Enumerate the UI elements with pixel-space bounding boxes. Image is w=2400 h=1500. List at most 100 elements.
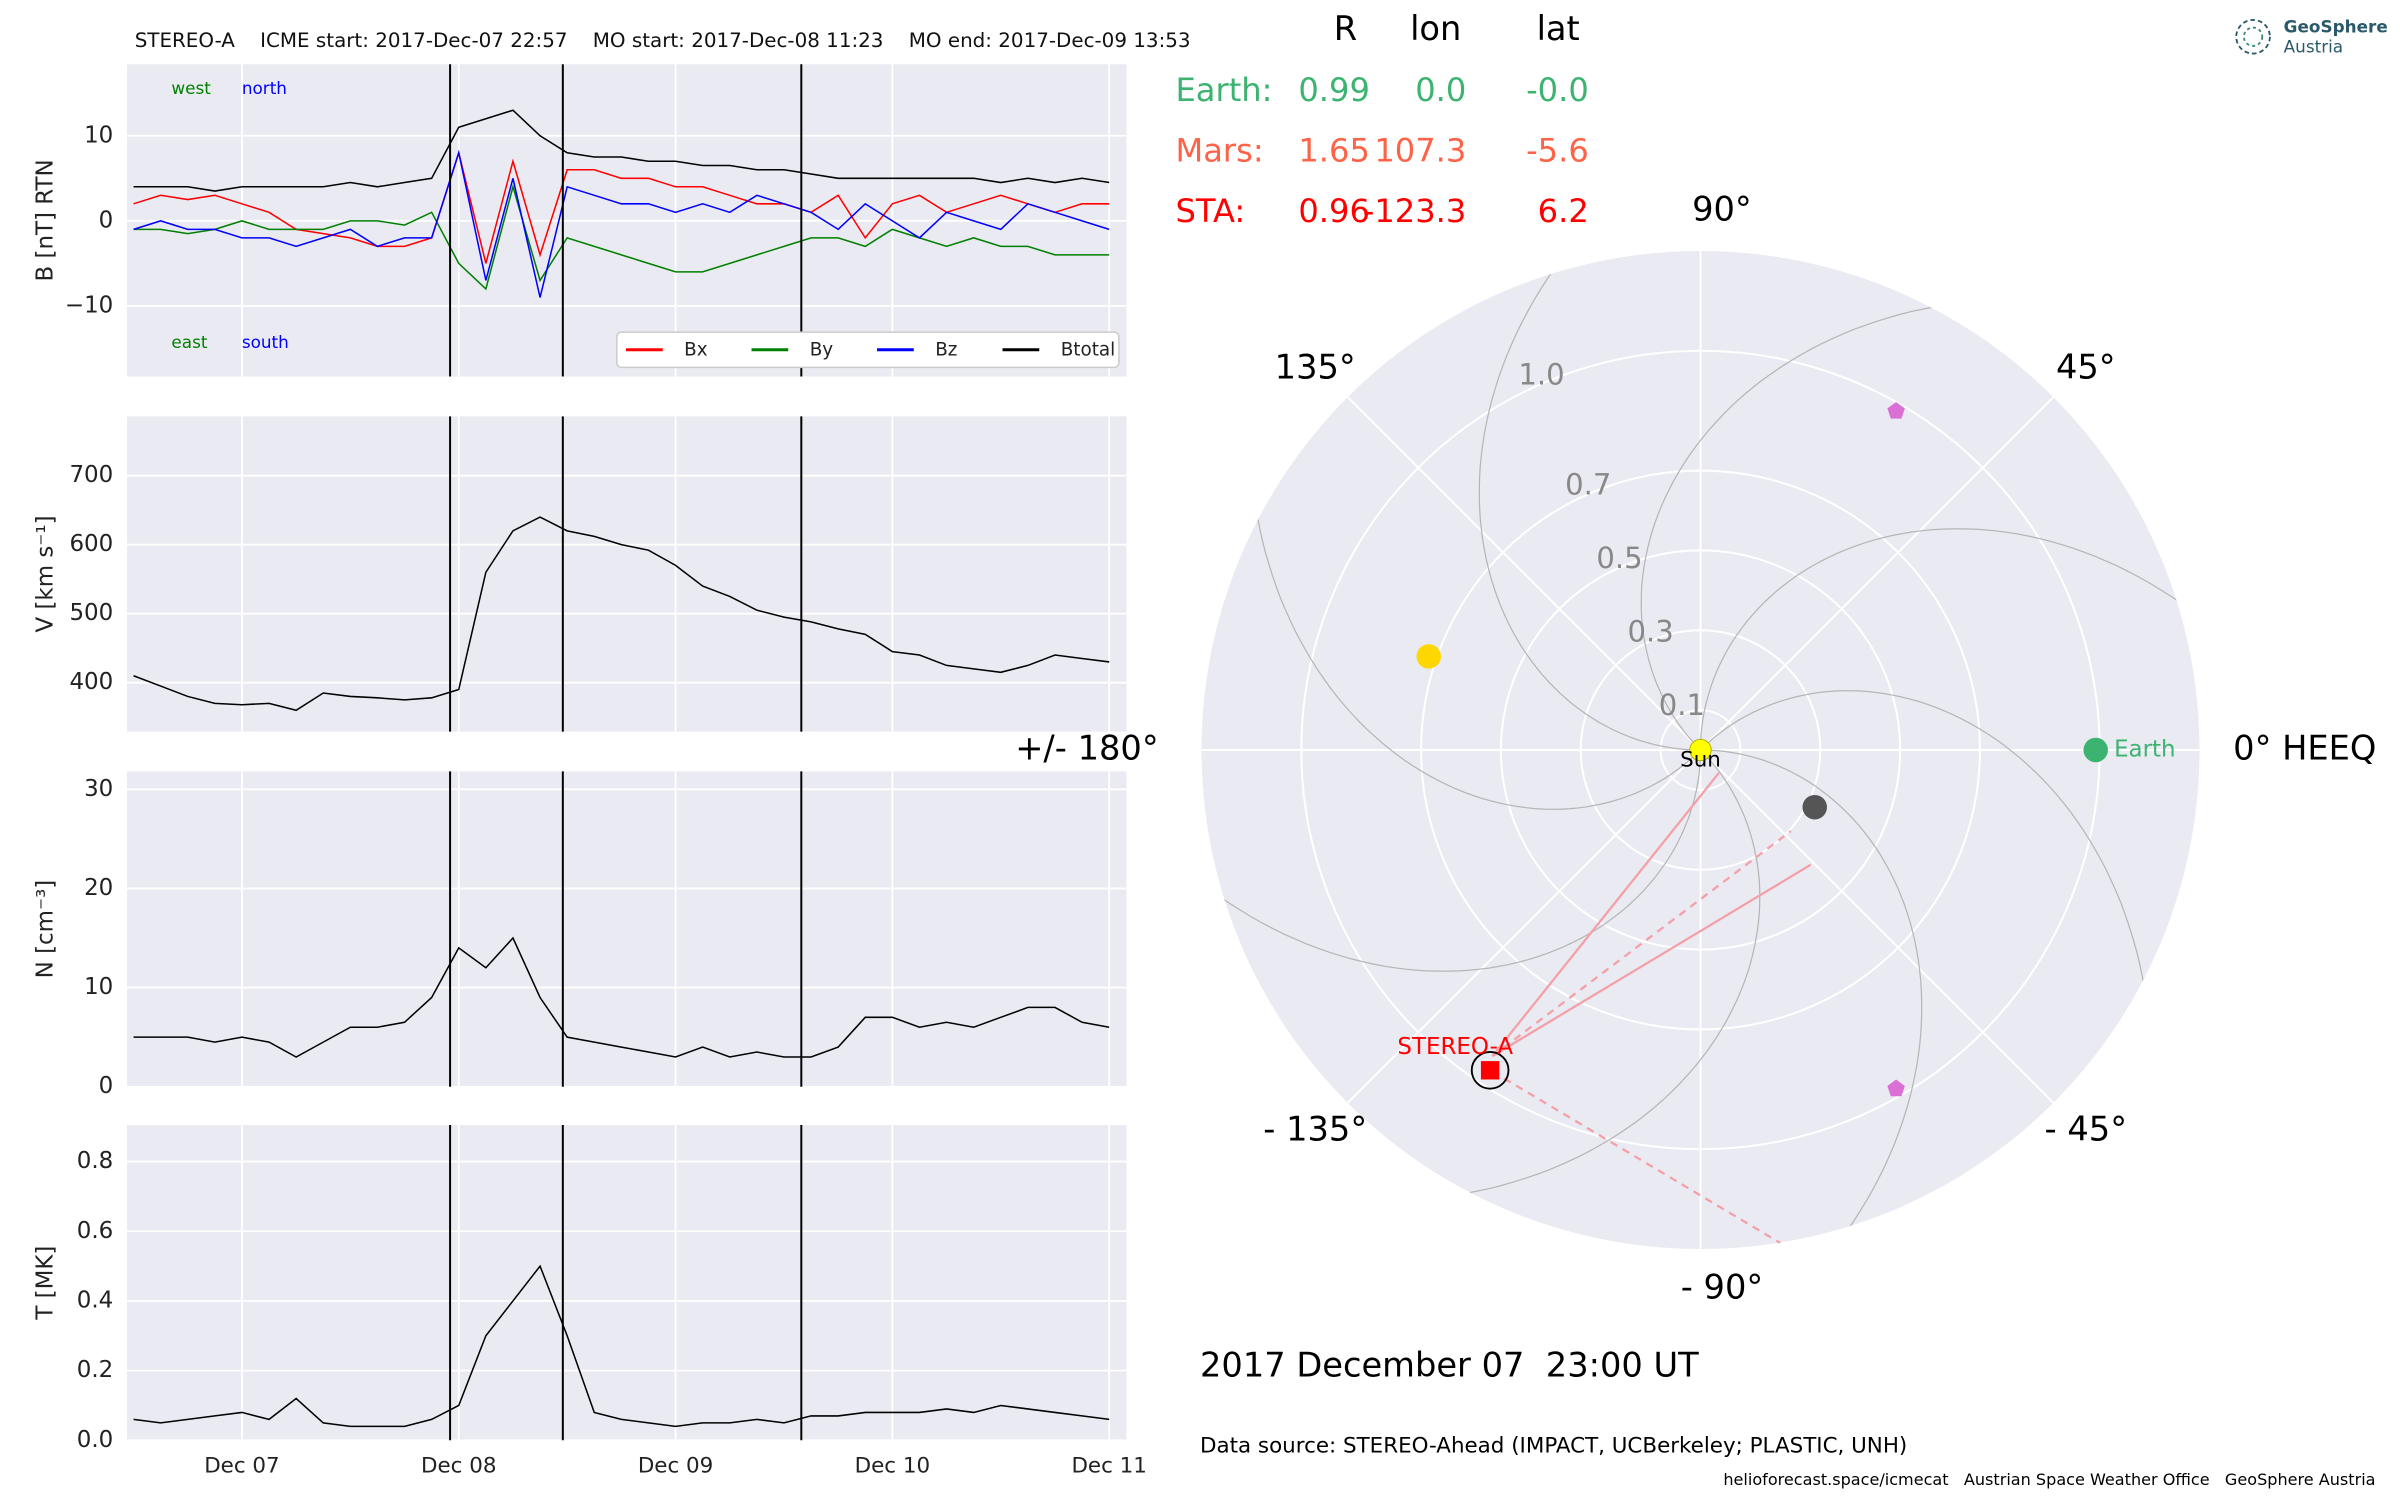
spirals bbox=[1201, 251, 2200, 1249]
annotation: west bbox=[171, 78, 211, 98]
y-tick-label: 30 bbox=[84, 776, 113, 802]
table-cell: 0.0 bbox=[1415, 71, 1466, 109]
radial-tick-label: 0.3 bbox=[1628, 615, 1674, 649]
parker-spiral bbox=[1700, 690, 2153, 1081]
x-tick-label: Dec 11 bbox=[1071, 1453, 1146, 1478]
series-line bbox=[133, 109, 1110, 192]
y-tick-label: 0 bbox=[99, 1073, 114, 1099]
logo: GeoSphere Austria bbox=[2235, 17, 2388, 56]
table-header: lon bbox=[1410, 9, 1461, 48]
marker bbox=[1689, 738, 1712, 762]
parker-spiral bbox=[1699, 528, 2200, 751]
series-line bbox=[133, 936, 1110, 1058]
y-axis-label: T [MK] bbox=[32, 1246, 58, 1321]
table-row-name: Mars: bbox=[1176, 131, 1264, 169]
angle-tick-label: - 135° bbox=[1263, 1109, 1367, 1148]
annotation: east bbox=[171, 332, 207, 352]
x-tick-label: Dec 08 bbox=[421, 1453, 496, 1478]
marker bbox=[2083, 737, 2108, 763]
angular-grid bbox=[1346, 749, 1702, 1104]
y-tick-label: 20 bbox=[84, 875, 113, 901]
table-row-name: Earth: bbox=[1176, 71, 1273, 109]
marker bbox=[1480, 1061, 1500, 1080]
legend-label: Bx bbox=[684, 340, 708, 361]
y-tick-label: −10 bbox=[65, 292, 113, 318]
y-axis-label: N [cm⁻³] bbox=[32, 880, 58, 979]
series-line bbox=[133, 1264, 1110, 1428]
y-tick-label: 0.0 bbox=[77, 1427, 113, 1453]
angle-tick-label: +/- 180° bbox=[1015, 729, 1158, 768]
plot-background bbox=[127, 771, 1127, 1087]
panel: 400 500 600 700 V [km s⁻¹] bbox=[32, 416, 1127, 732]
table-cell: 107.3 bbox=[1374, 131, 1466, 169]
angle-tick-label: 45° bbox=[2056, 348, 2116, 387]
marker-label: Sun bbox=[1680, 748, 1721, 773]
table-header: lat bbox=[1537, 9, 1580, 48]
angle-tick-label: 135° bbox=[1275, 348, 1356, 387]
marker bbox=[1416, 644, 1442, 669]
panel: −10 0 10 B [nT] RTN STEREO-A ICME start: 201… bbox=[32, 29, 1191, 377]
data-source: Data source: STEREO-Ahead (IMPACT, UCBer… bbox=[1200, 1433, 1907, 1458]
polar-plot: 0.1 0.3 0.5 0.7 1.0 0° HEEQ 45° 90° 135° +/- 180°… bbox=[1015, 190, 2376, 1385]
annotation: south bbox=[242, 332, 289, 352]
polar-title: 2017 December 07 23:00 UT bbox=[1200, 1345, 1699, 1384]
logo-text: Austria bbox=[2284, 36, 2343, 56]
marker bbox=[1802, 794, 1827, 820]
radial-tick-label: 0.1 bbox=[1659, 688, 1705, 722]
table-cell: 6.2 bbox=[1538, 192, 1589, 230]
credits: helioforecast.space/icmecat Austrian Spac… bbox=[1723, 1470, 2375, 1489]
radial-tick-label: 0.5 bbox=[1596, 541, 1642, 575]
marker-label: STEREO-A bbox=[1397, 1034, 1513, 1060]
y-tick-label: 700 bbox=[69, 462, 113, 488]
radial-tick-label: 0.7 bbox=[1565, 468, 1611, 502]
fov-line bbox=[1491, 830, 1792, 1058]
y-tick-label: 0.6 bbox=[77, 1218, 113, 1244]
y-tick-label: 400 bbox=[69, 669, 113, 695]
table-cell: -5.6 bbox=[1526, 131, 1589, 169]
fov-line bbox=[1491, 863, 1812, 1058]
table-cell: 0.96 bbox=[1298, 192, 1370, 230]
logo-icon bbox=[2242, 26, 2264, 47]
parker-spiral bbox=[1700, 749, 1923, 1249]
panel-title: STEREO-A ICME start: 2017-Dec-07 22:57 M… bbox=[135, 29, 1191, 52]
y-tick-label: 0 bbox=[99, 207, 114, 233]
y-tick-label: 600 bbox=[69, 531, 113, 557]
angle-tick-label: 0° HEEQ bbox=[2233, 729, 2376, 768]
angle-tick-label: - 45° bbox=[2045, 1109, 2128, 1148]
parker-spiral bbox=[1248, 419, 1701, 810]
x-tick-label: Dec 07 bbox=[204, 1453, 279, 1478]
fov-line bbox=[1491, 772, 1720, 1057]
legend-box bbox=[616, 331, 1120, 369]
parker-spiral bbox=[1370, 749, 1761, 1202]
credit: helioforecast.space/icmecat bbox=[1723, 1470, 1948, 1489]
table-row-name: STA: bbox=[1176, 192, 1246, 230]
table-cell: 1.65 bbox=[1298, 131, 1370, 169]
table-header: R bbox=[1334, 9, 1357, 48]
series-line bbox=[133, 149, 1110, 298]
y-tick-label: 0.8 bbox=[77, 1148, 113, 1174]
y-tick-label: 500 bbox=[69, 600, 113, 626]
legend-label: By bbox=[810, 340, 834, 361]
angular-grid bbox=[1346, 396, 1702, 751]
series-line bbox=[133, 516, 1110, 712]
table-cell: 0.99 bbox=[1298, 71, 1370, 109]
panel: 0 10 20 30 N [cm⁻³] bbox=[32, 771, 1127, 1099]
angle-tick-label: 90° bbox=[1692, 190, 1752, 229]
fov-line bbox=[1491, 1070, 1781, 1244]
y-tick-label: 10 bbox=[84, 974, 113, 1000]
marker bbox=[1887, 1079, 1905, 1097]
marker-label: Earth bbox=[2114, 737, 2176, 763]
parker-spiral bbox=[1478, 251, 1701, 751]
marker bbox=[1887, 402, 1905, 419]
y-tick-label: 0.4 bbox=[77, 1287, 113, 1313]
logo-text: GeoSphere bbox=[2284, 17, 2388, 37]
credit: Austrian Space Weather Office bbox=[1964, 1470, 2210, 1489]
logo-icon bbox=[2235, 18, 2271, 55]
angular-grid bbox=[1699, 749, 2055, 1104]
radial-tick-label: 1.0 bbox=[1518, 357, 1564, 391]
annotation: north bbox=[242, 78, 287, 98]
panel: 0.0 0.2 0.4 0.6 0.8 Dec 07 Dec 08 Dec 09 Dec 10 D… bbox=[32, 1125, 1147, 1478]
x-tick-label: Dec 09 bbox=[638, 1453, 713, 1478]
angular-grid bbox=[1699, 396, 2055, 751]
